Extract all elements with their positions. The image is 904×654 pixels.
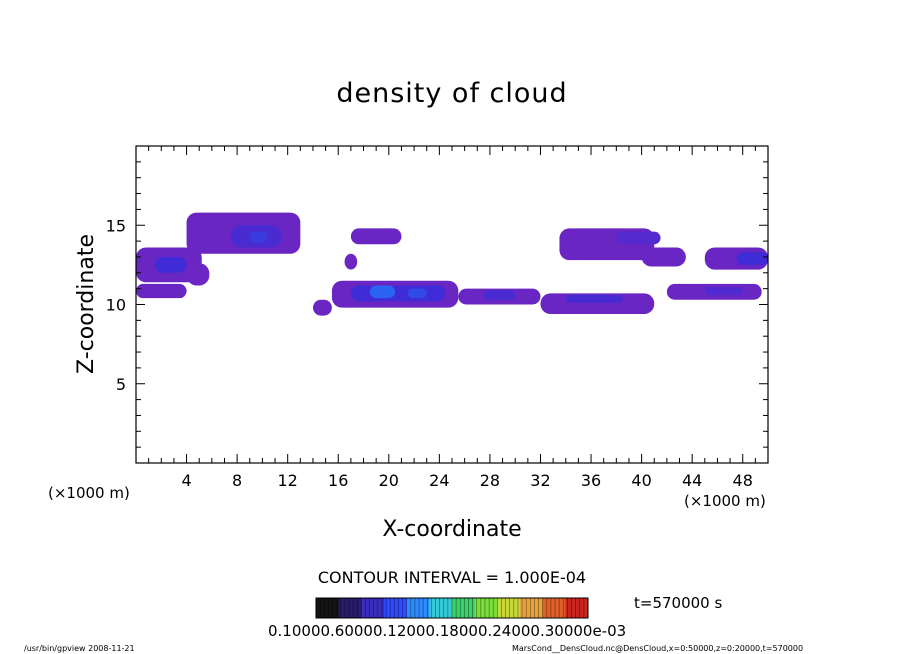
y-tick-label: 5	[116, 375, 126, 394]
x-tick-label: 40	[631, 471, 651, 490]
cloud-region-20	[641, 247, 686, 267]
cloud-region-1	[154, 256, 187, 273]
colorbar-segment	[452, 598, 476, 618]
cloud-region-11	[407, 288, 427, 299]
y-tick-label: 10	[106, 296, 126, 315]
cloud-region-17	[565, 294, 623, 303]
colorbar-tick-labels: 0.10000.60000.12000.18000.24000.30000e-0…	[268, 622, 626, 640]
colorbar-segment	[542, 598, 566, 618]
cloud-region-12	[350, 228, 402, 245]
x-tick-label: 8	[232, 471, 242, 490]
colorbar-segment	[565, 598, 589, 618]
cloud-region-2	[136, 283, 187, 299]
cloud-region-7	[312, 299, 332, 316]
time-label: t=570000 s	[634, 594, 722, 612]
cloud-region-6	[249, 231, 268, 243]
cloud-region-24	[704, 287, 743, 295]
footer-command: /usr/bin/gpview 2008-11-21	[24, 644, 135, 653]
x-tick-label: 48	[733, 471, 753, 490]
x-tick-label: 16	[328, 471, 348, 490]
colorbar-border	[315, 597, 589, 619]
x-tick-label: 24	[429, 471, 449, 490]
colorbar-segment	[384, 598, 408, 618]
colorbar-segment	[520, 598, 544, 618]
cloud-region-15	[483, 290, 516, 300]
x-tick-label: 12	[278, 471, 298, 490]
colorbar-segment	[474, 598, 498, 618]
cloud-field	[136, 212, 768, 316]
cloud-region-22	[736, 252, 768, 265]
cloud-region-19	[616, 231, 661, 245]
colorbar	[315, 597, 589, 619]
x-axis-label: X-coordinate	[382, 517, 521, 542]
cloud-region-9	[350, 285, 446, 302]
colorbar-segment	[338, 598, 362, 618]
x-tick-label: 20	[379, 471, 399, 490]
cloud-region-13	[344, 253, 358, 270]
x-tick-label: 4	[181, 471, 191, 490]
contour-interval-label: CONTOUR INTERVAL = 1.000E-04	[318, 568, 586, 587]
footer-source: MarsCond__DensCloud.nc@DensCloud,x=0:500…	[512, 644, 803, 653]
x-tick-label: 36	[581, 471, 601, 490]
colorbar-segment	[406, 598, 430, 618]
colorbar-segment	[497, 598, 521, 618]
colorbar-segment	[316, 598, 340, 618]
colorbar-segment	[429, 598, 453, 618]
x-tick-label: 32	[530, 471, 550, 490]
colorbar-segment	[361, 598, 385, 618]
cloud-region-10	[369, 285, 396, 299]
x-tick-label: 28	[480, 471, 500, 490]
x-unit-label-right: (×1000 m)	[684, 492, 766, 510]
chart-title: density of cloud	[336, 78, 567, 109]
x-unit-label-left: (×1000 m)	[48, 484, 130, 502]
y-tick-label: 15	[106, 216, 126, 235]
y-axis-label: Z-coordinate	[74, 234, 99, 374]
cloud-region-3	[186, 263, 210, 286]
x-tick-label: 44	[682, 471, 702, 490]
